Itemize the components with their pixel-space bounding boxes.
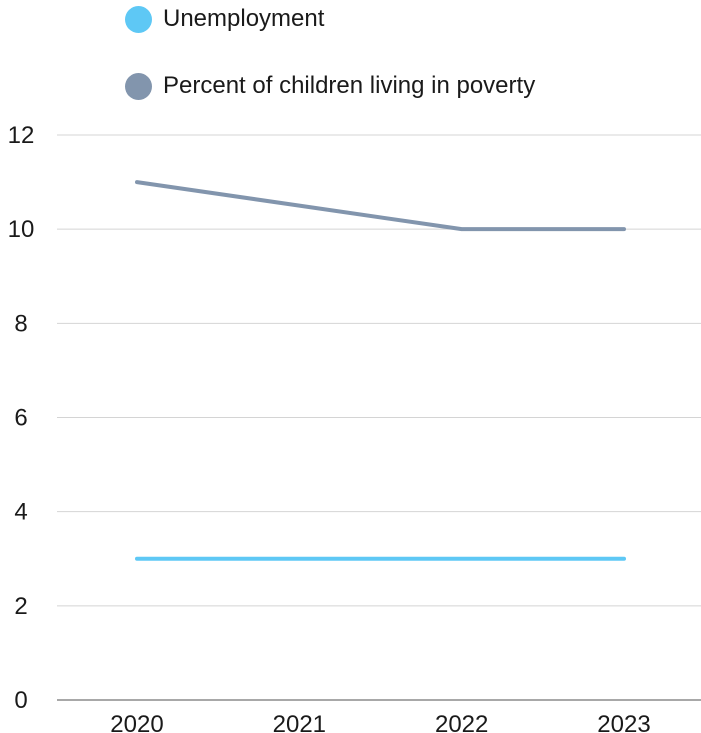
legend-label-child-poverty: Percent of children living in poverty [163,72,536,99]
y-tick-label: 8 [14,310,27,337]
legend-swatch-unemployment [125,5,152,33]
y-tick-label: 4 [14,499,27,526]
y-tick-label: 2 [14,593,27,620]
y-tick-label: 12 [8,122,35,149]
y-tick-label: 10 [8,216,35,243]
x-tick-label: 2022 [435,711,488,733]
x-tick-label: 2020 [110,711,163,733]
y-tick-label: 0 [14,687,27,714]
legend-swatch-child-poverty [125,72,152,100]
series-line-child-poverty [135,180,626,232]
legend-label-unemployment: Unemployment [163,5,325,32]
x-tick-label: 2021 [273,711,326,733]
y-tick-label: 6 [14,405,27,432]
legend-item-unemployment: Unemployment [125,5,324,33]
x-tick-label: 2023 [597,711,650,733]
legend-item-child-poverty: Percent of children living in poverty [125,72,535,100]
